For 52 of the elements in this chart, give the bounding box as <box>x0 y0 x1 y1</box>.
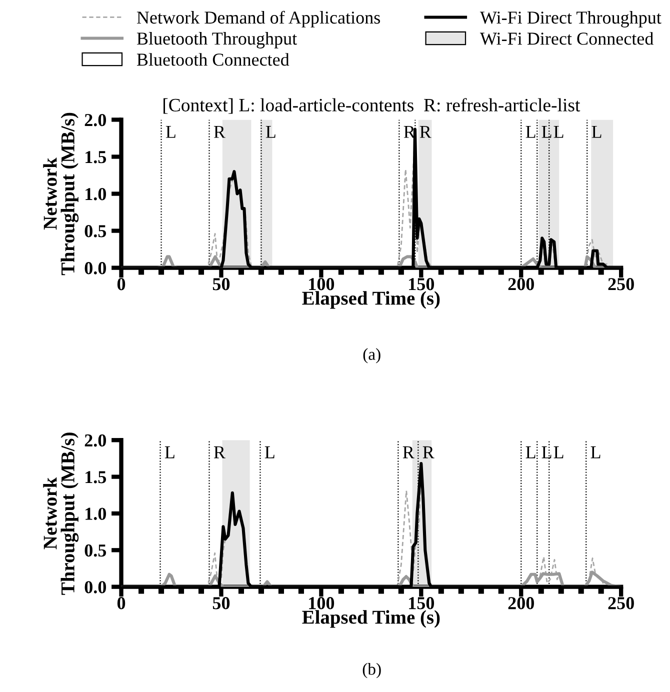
x-tick-label: 150 <box>409 278 434 290</box>
legend-label: Wi-Fi Direct Connected <box>480 32 654 45</box>
x-tick-label: 100 <box>309 278 334 290</box>
ref-line-label: R <box>420 126 432 138</box>
text: (a) <box>363 348 380 364</box>
x-tick-label: 150 <box>409 597 434 610</box>
x-tick-label: 250 <box>608 597 634 610</box>
y-tick-label: 0.0 <box>84 581 106 594</box>
x-tick-label: 200 <box>508 597 534 610</box>
ref-line-label: R <box>214 126 226 138</box>
ref-line-label: L <box>266 126 276 138</box>
legend-label: Bluetooth Throughput <box>136 32 297 48</box>
y-tick-label: 1.5 <box>86 471 106 484</box>
ref-line-label: L <box>592 126 602 138</box>
x-tick-label: 0 <box>117 597 126 610</box>
ref-line-label: R <box>214 446 226 458</box>
legend-label: Wi-Fi Direct Throughput <box>480 11 662 28</box>
y-tick-label: 1.5 <box>86 151 106 164</box>
ref-line-label: L <box>526 446 536 458</box>
ref-line-label: L <box>542 446 552 458</box>
ref-line-label: L <box>542 126 552 138</box>
y-tick-label: 0.5 <box>84 544 106 557</box>
x-tick-label: 50 <box>212 278 230 290</box>
y-tick-label: 1.0 <box>86 188 106 200</box>
y-axis-title: Network Throughput (MB/s) <box>43 432 79 595</box>
text: Bluetooth Connected <box>136 53 290 66</box>
ref-line-label: R <box>422 446 434 458</box>
y-tick-label: 0.5 <box>84 225 106 238</box>
y-tick-label: 0.0 <box>84 262 106 274</box>
y-axis-title: Network Throughput (MB/s) <box>43 112 79 276</box>
x-axis-title: Elapsed Time (s) <box>302 610 440 628</box>
ref-line-label: L <box>164 446 174 458</box>
ref-line-label: R <box>404 126 416 138</box>
ref-line-label: R <box>402 446 414 458</box>
ref-line-label: L <box>554 446 564 458</box>
ref-line-label: L <box>264 446 274 458</box>
x-tick-label: 100 <box>309 597 334 610</box>
legend-label: Network Demand of Applications <box>136 10 380 28</box>
x-axis-title: Elapsed Time (s) <box>302 291 440 309</box>
x-tick-label: 250 <box>608 278 634 290</box>
text: (b) <box>362 663 381 678</box>
ref-line-label: L <box>554 126 564 138</box>
chart-subtitle: [Context] L: load-article-contents R: refresh-article-list <box>164 98 580 114</box>
y-tick-label: 2.0 <box>84 434 106 447</box>
ref-line-label: L <box>166 126 176 138</box>
ref-line-label: L <box>526 126 536 138</box>
y-tick-label: 1.0 <box>86 508 106 520</box>
ref-line-label: L <box>590 446 600 458</box>
y-tick-label: 2.0 <box>84 114 106 126</box>
x-tick-label: 0 <box>117 278 126 290</box>
x-tick-label: 200 <box>508 278 534 290</box>
x-tick-label: 50 <box>212 597 230 610</box>
